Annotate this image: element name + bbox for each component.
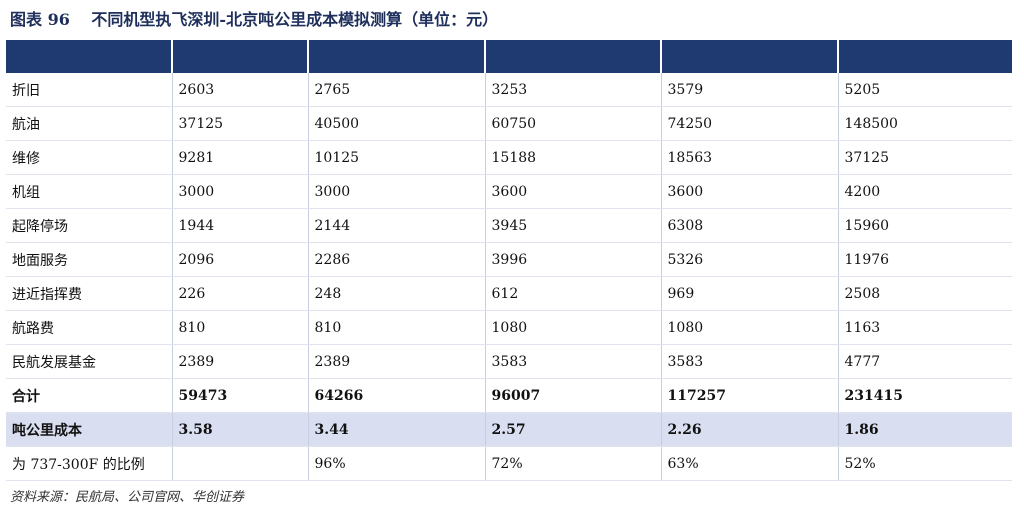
table-cell: 2.26 [660, 412, 838, 447]
table-cell: 2.57 [484, 412, 661, 447]
header-cell [171, 40, 308, 73]
table-cell: 96% [307, 446, 485, 481]
table-cell: 4777 [837, 344, 1012, 379]
highlight-row: 吨公里成本 3.58 3.44 2.57 2.26 1.86 [6, 412, 1012, 447]
table-cell: 2144 [307, 208, 485, 243]
table-cell: 15960 [837, 208, 1012, 243]
table-cell: 52% [837, 446, 1012, 481]
table-cell: 3996 [484, 242, 661, 277]
row-label: 起降停场 [6, 208, 172, 243]
row-label: 合计 [6, 378, 172, 413]
table-cell: 248 [307, 276, 485, 311]
table-row: 起降停场 1944 2144 3945 6308 15960 [6, 208, 1012, 243]
table-cell: 9281 [171, 140, 308, 175]
table-cell [171, 446, 308, 481]
figure-number: 图表 96 [10, 10, 70, 29]
table-cell: 2096 [171, 242, 308, 277]
table-cell: 40500 [307, 106, 485, 141]
row-label: 机组 [6, 174, 172, 209]
row-label: 航油 [6, 106, 172, 141]
source-note: 资料来源：民航局、公司官网、华创证券 [10, 490, 245, 505]
table-cell: 2765 [307, 73, 485, 107]
table-cell: 810 [307, 310, 485, 345]
table-cell: 18563 [660, 140, 838, 175]
header-cell [837, 40, 1012, 73]
table-cell: 3000 [307, 174, 485, 209]
table-cell: 3945 [484, 208, 661, 243]
table-cell: 1.86 [837, 412, 1012, 447]
table-cell: 969 [660, 276, 838, 311]
table-cell: 3600 [660, 174, 838, 209]
table-row: 航路费 810 810 1080 1080 1163 [6, 310, 1012, 345]
table-cell: 1080 [660, 310, 838, 345]
table-cell: 4200 [837, 174, 1012, 209]
header-cell [660, 40, 838, 73]
table-cell: 11976 [837, 242, 1012, 277]
table-cell: 3000 [171, 174, 308, 209]
table-cell: 37125 [837, 140, 1012, 175]
row-label: 航路费 [6, 310, 172, 345]
table-cell: 59473 [171, 378, 308, 413]
table-row: 折旧 2603 2765 3253 3579 5205 [6, 73, 1012, 107]
table-row: 机组 3000 3000 3600 3600 4200 [6, 174, 1012, 209]
table-cell: 231415 [837, 378, 1012, 413]
row-label: 维修 [6, 140, 172, 175]
row-label: 地面服务 [6, 242, 172, 277]
table-row: 为 737-300F 的比例 96% 72% 63% 52% [6, 446, 1012, 481]
table-cell: 2508 [837, 276, 1012, 311]
table-cell: 3253 [484, 73, 661, 107]
table-cell: 96007 [484, 378, 661, 413]
table-header-row [6, 40, 1012, 73]
table-cell: 15188 [484, 140, 661, 175]
table-cell: 72% [484, 446, 661, 481]
row-label: 进近指挥费 [6, 276, 172, 311]
table-cell: 63% [660, 446, 838, 481]
table-cell: 3579 [660, 73, 838, 107]
table-cell: 5205 [837, 73, 1012, 107]
table-cell: 810 [171, 310, 308, 345]
table-cell: 3.44 [307, 412, 485, 447]
table-cell: 226 [171, 276, 308, 311]
table-cell: 148500 [837, 106, 1012, 141]
table-cell: 64266 [307, 378, 485, 413]
table-cell: 2389 [171, 344, 308, 379]
table-cell: 2389 [307, 344, 485, 379]
cost-table: 折旧 2603 2765 3253 3579 5205 航油 37125 405… [6, 40, 1012, 481]
table-cell: 3583 [660, 344, 838, 379]
table-cell: 3600 [484, 174, 661, 209]
table-cell: 2286 [307, 242, 485, 277]
table-cell: 10125 [307, 140, 485, 175]
row-label: 为 737-300F 的比例 [6, 446, 172, 481]
table-cell: 3583 [484, 344, 661, 379]
table-row: 维修 9281 10125 15188 18563 37125 [6, 140, 1012, 175]
table-cell: 60750 [484, 106, 661, 141]
table-cell: 117257 [660, 378, 838, 413]
table-cell: 5326 [660, 242, 838, 277]
header-cell [484, 40, 661, 73]
total-row: 合计 59473 64266 96007 117257 231415 [6, 378, 1012, 413]
table-cell: 1163 [837, 310, 1012, 345]
row-label: 吨公里成本 [6, 412, 172, 447]
table-row: 地面服务 2096 2286 3996 5326 11976 [6, 242, 1012, 277]
table-row: 航油 37125 40500 60750 74250 148500 [6, 106, 1012, 141]
table-row: 民航发展基金 2389 2389 3583 3583 4777 [6, 344, 1012, 379]
row-label: 折旧 [6, 73, 172, 107]
row-label: 民航发展基金 [6, 344, 172, 379]
header-cell [6, 40, 172, 73]
table-cell: 1944 [171, 208, 308, 243]
table-row: 进近指挥费 226 248 612 969 2508 [6, 276, 1012, 311]
table-cell: 3.58 [171, 412, 308, 447]
figure-caption: 不同机型执飞深圳-北京吨公里成本模拟测算（单位：元） [91, 10, 499, 29]
table-cell: 1080 [484, 310, 661, 345]
table-cell: 2603 [171, 73, 308, 107]
table-cell: 612 [484, 276, 661, 311]
figure-title: 图表 96 不同机型执飞深圳-北京吨公里成本模拟测算（单位：元） [10, 6, 498, 30]
header-cell [307, 40, 485, 73]
table-cell: 74250 [660, 106, 838, 141]
table-cell: 37125 [171, 106, 308, 141]
table-cell: 6308 [660, 208, 838, 243]
